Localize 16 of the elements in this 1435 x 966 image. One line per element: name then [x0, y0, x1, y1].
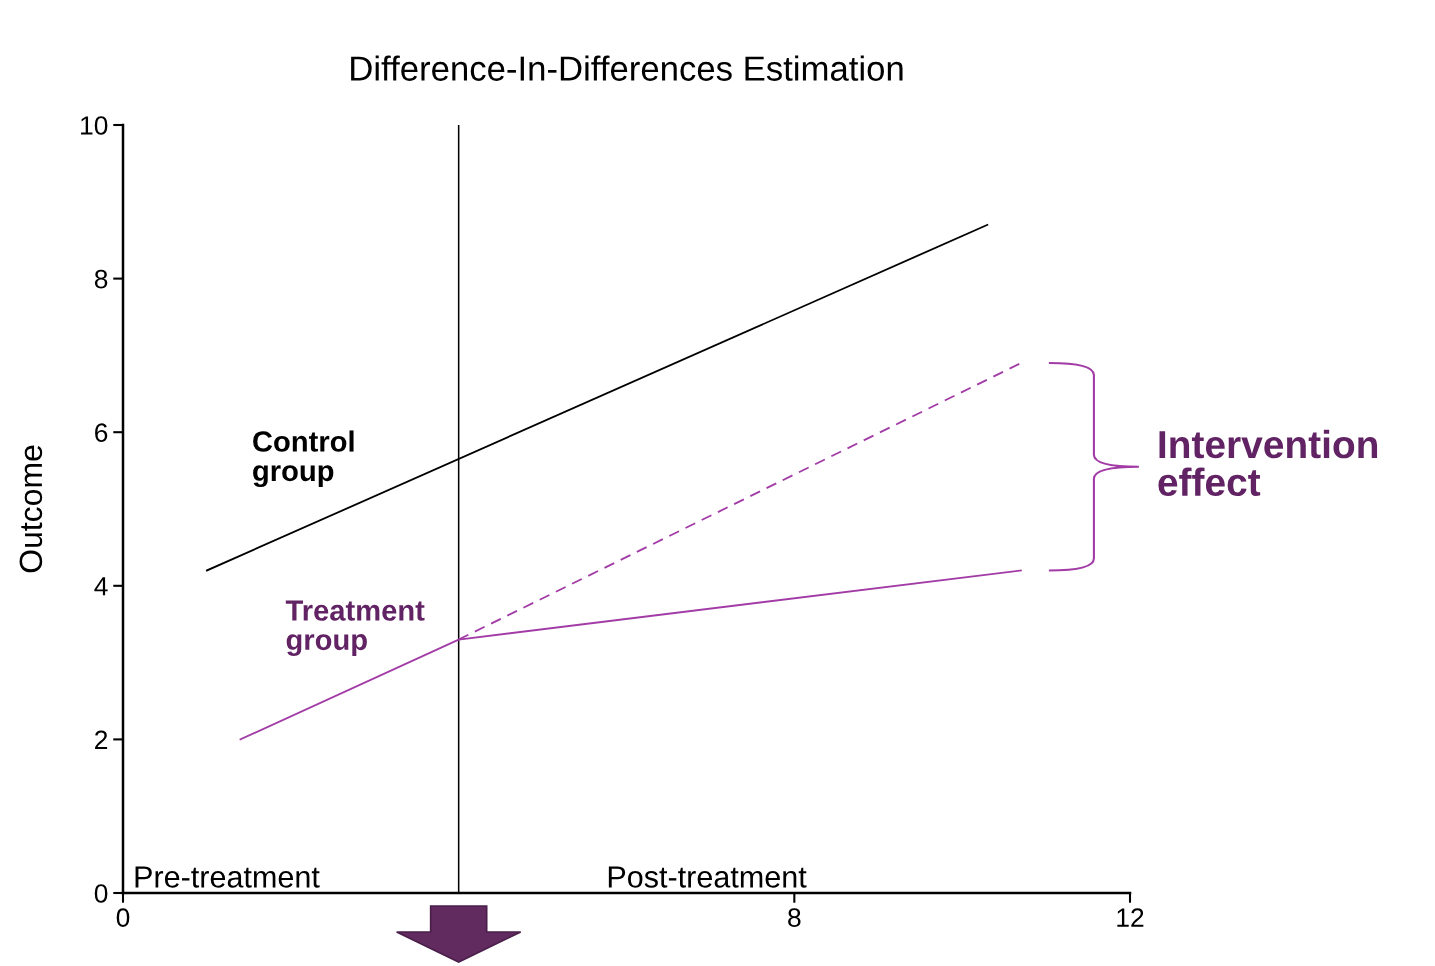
x-tick-label: 8	[788, 908, 801, 927]
series-label: Control group	[253, 430, 354, 488]
x-tick-label: 12	[1117, 908, 1144, 927]
y-axis-title: Outcome	[19, 445, 43, 573]
y-tick-label: 4	[94, 577, 108, 596]
chart-title: Difference-In-Differences Estimation	[351, 55, 903, 81]
y-tick-label: 6	[95, 423, 108, 443]
annotation: Post-treatment	[608, 866, 807, 888]
x-tick-label: 0	[116, 908, 130, 927]
y-tick-label: 8	[94, 269, 108, 289]
series-label: Treatment group	[285, 600, 425, 657]
y-tick-label: 0	[94, 884, 108, 903]
y-tick-label: 2	[95, 730, 108, 749]
annotation: Pre-treatment	[135, 866, 320, 888]
text: Intervention effect	[1158, 429, 1378, 497]
y-tick-label: 10	[81, 116, 108, 135]
